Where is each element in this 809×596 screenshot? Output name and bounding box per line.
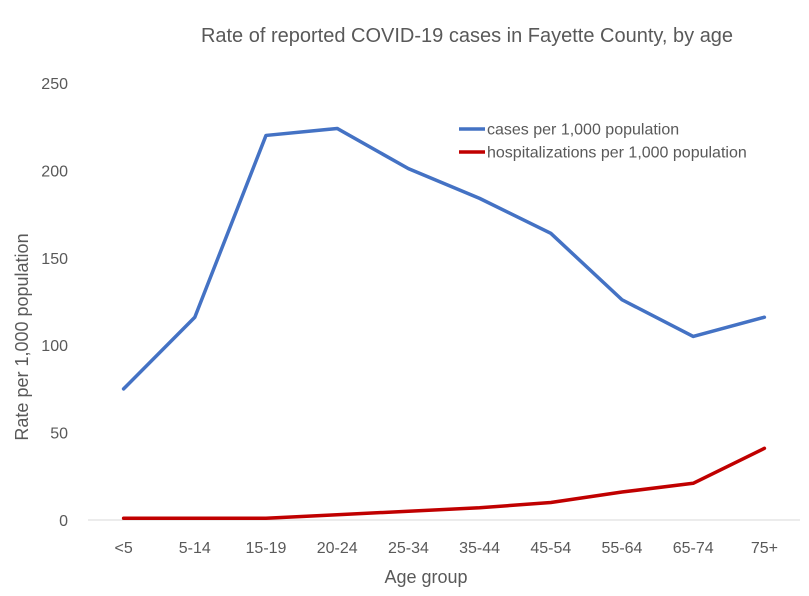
y-axis-label: Rate per 1,000 population [12, 233, 32, 440]
x-tick-label: 45-54 [530, 540, 571, 557]
x-axis-tick-labels: <5 5-14 15-19 20-24 25-34 35-44 45-54 55-64 65-7… [114, 540, 777, 557]
x-tick-label: 15-19 [246, 540, 287, 557]
y-tick-label: 0 [59, 513, 68, 530]
x-tick-label: 5-14 [179, 540, 211, 557]
chart-title: Rate of reported COVID-19 cases in Fayet… [201, 25, 733, 47]
y-tick-label: 150 [41, 251, 68, 268]
x-tick-label: <5 [114, 540, 132, 557]
legend-label: hospitalizations per 1,000 population [487, 145, 747, 162]
legend-label: cases per 1,000 population [487, 122, 679, 139]
x-tick-label: 65-74 [673, 540, 714, 557]
x-tick-label: 25-34 [388, 540, 429, 557]
series-lines [124, 128, 765, 518]
y-tick-label: 250 [41, 76, 68, 93]
y-axis-tick-labels: 0 50 100 150 200 250 [41, 76, 68, 530]
x-tick-label: 75+ [751, 540, 778, 557]
series-line-2 [124, 448, 765, 518]
x-tick-label: 55-64 [602, 540, 643, 557]
series-line-1 [124, 128, 765, 388]
y-tick-label: 200 [41, 163, 68, 180]
x-tick-label: 35-44 [459, 540, 500, 557]
legend: cases per 1,000 population hospitalizatio… [459, 122, 747, 162]
y-tick-label: 100 [41, 338, 68, 355]
x-axis-label: Age group [384, 567, 467, 587]
x-tick-label: 20-24 [317, 540, 358, 557]
y-tick-label: 50 [50, 426, 68, 443]
